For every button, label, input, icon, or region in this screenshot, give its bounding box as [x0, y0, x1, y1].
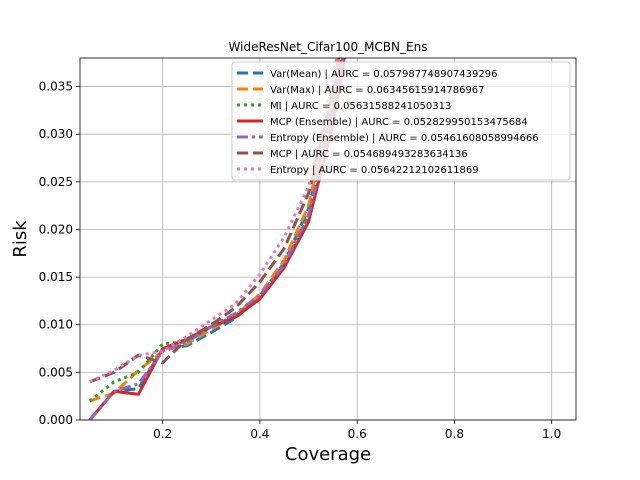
series-line-2	[89, 58, 341, 403]
x-tick-label: 1.0	[542, 427, 561, 441]
y-tick-label: 0.025	[39, 175, 73, 189]
y-tick-label: 0.030	[39, 127, 73, 141]
legend-label: Entropy (Ensemble) | AURC = 0.0546160805…	[270, 133, 539, 144]
x-tick-label: 0.2	[153, 427, 172, 441]
legend-label: MI | AURC = 0.05631588241050313	[270, 101, 451, 112]
legend-label: Var(Max) | AURC = 0.06345615914786967	[270, 85, 485, 96]
legend-label: MCP (Ensemble) | AURC = 0.05282995015347…	[270, 117, 528, 128]
legend-label: MCP | AURC = 0.054689493283634136	[270, 149, 468, 160]
legend-label: Entropy | AURC = 0.05642212102611869	[270, 165, 479, 176]
y-tick-label: 0.020	[39, 222, 73, 236]
x-tick-label: 0.4	[250, 427, 269, 441]
y-axis-label: Risk	[10, 220, 31, 258]
legend-box	[231, 61, 571, 181]
legend-label: Var(Mean) | AURC = 0.057987748907439296	[270, 69, 497, 80]
y-tick-label: 0.010	[39, 318, 73, 332]
x-axis-label: Coverage	[285, 444, 371, 465]
x-tick-label: 0.8	[445, 427, 464, 441]
y-tick-label: 0.035	[39, 80, 73, 94]
legend: Var(Mean) | AURC = 0.057987748907439296 V…	[231, 61, 571, 181]
x-tick-label: 0.6	[348, 427, 367, 441]
plot-frame	[79, 57, 577, 421]
ticks: 0.2 0.4 0.6 0.8 1.0 0.000 0.005 0.010 0.015 0.020…	[39, 80, 562, 441]
y-tick-label: 0.005	[39, 365, 73, 379]
y-tick-label: 0.000	[39, 413, 73, 427]
series-line-4	[88, 58, 346, 420]
chart-title: WideResNet_Cifar100_MCBN_Ens	[229, 40, 428, 54]
y-tick-label: 0.015	[39, 270, 73, 284]
